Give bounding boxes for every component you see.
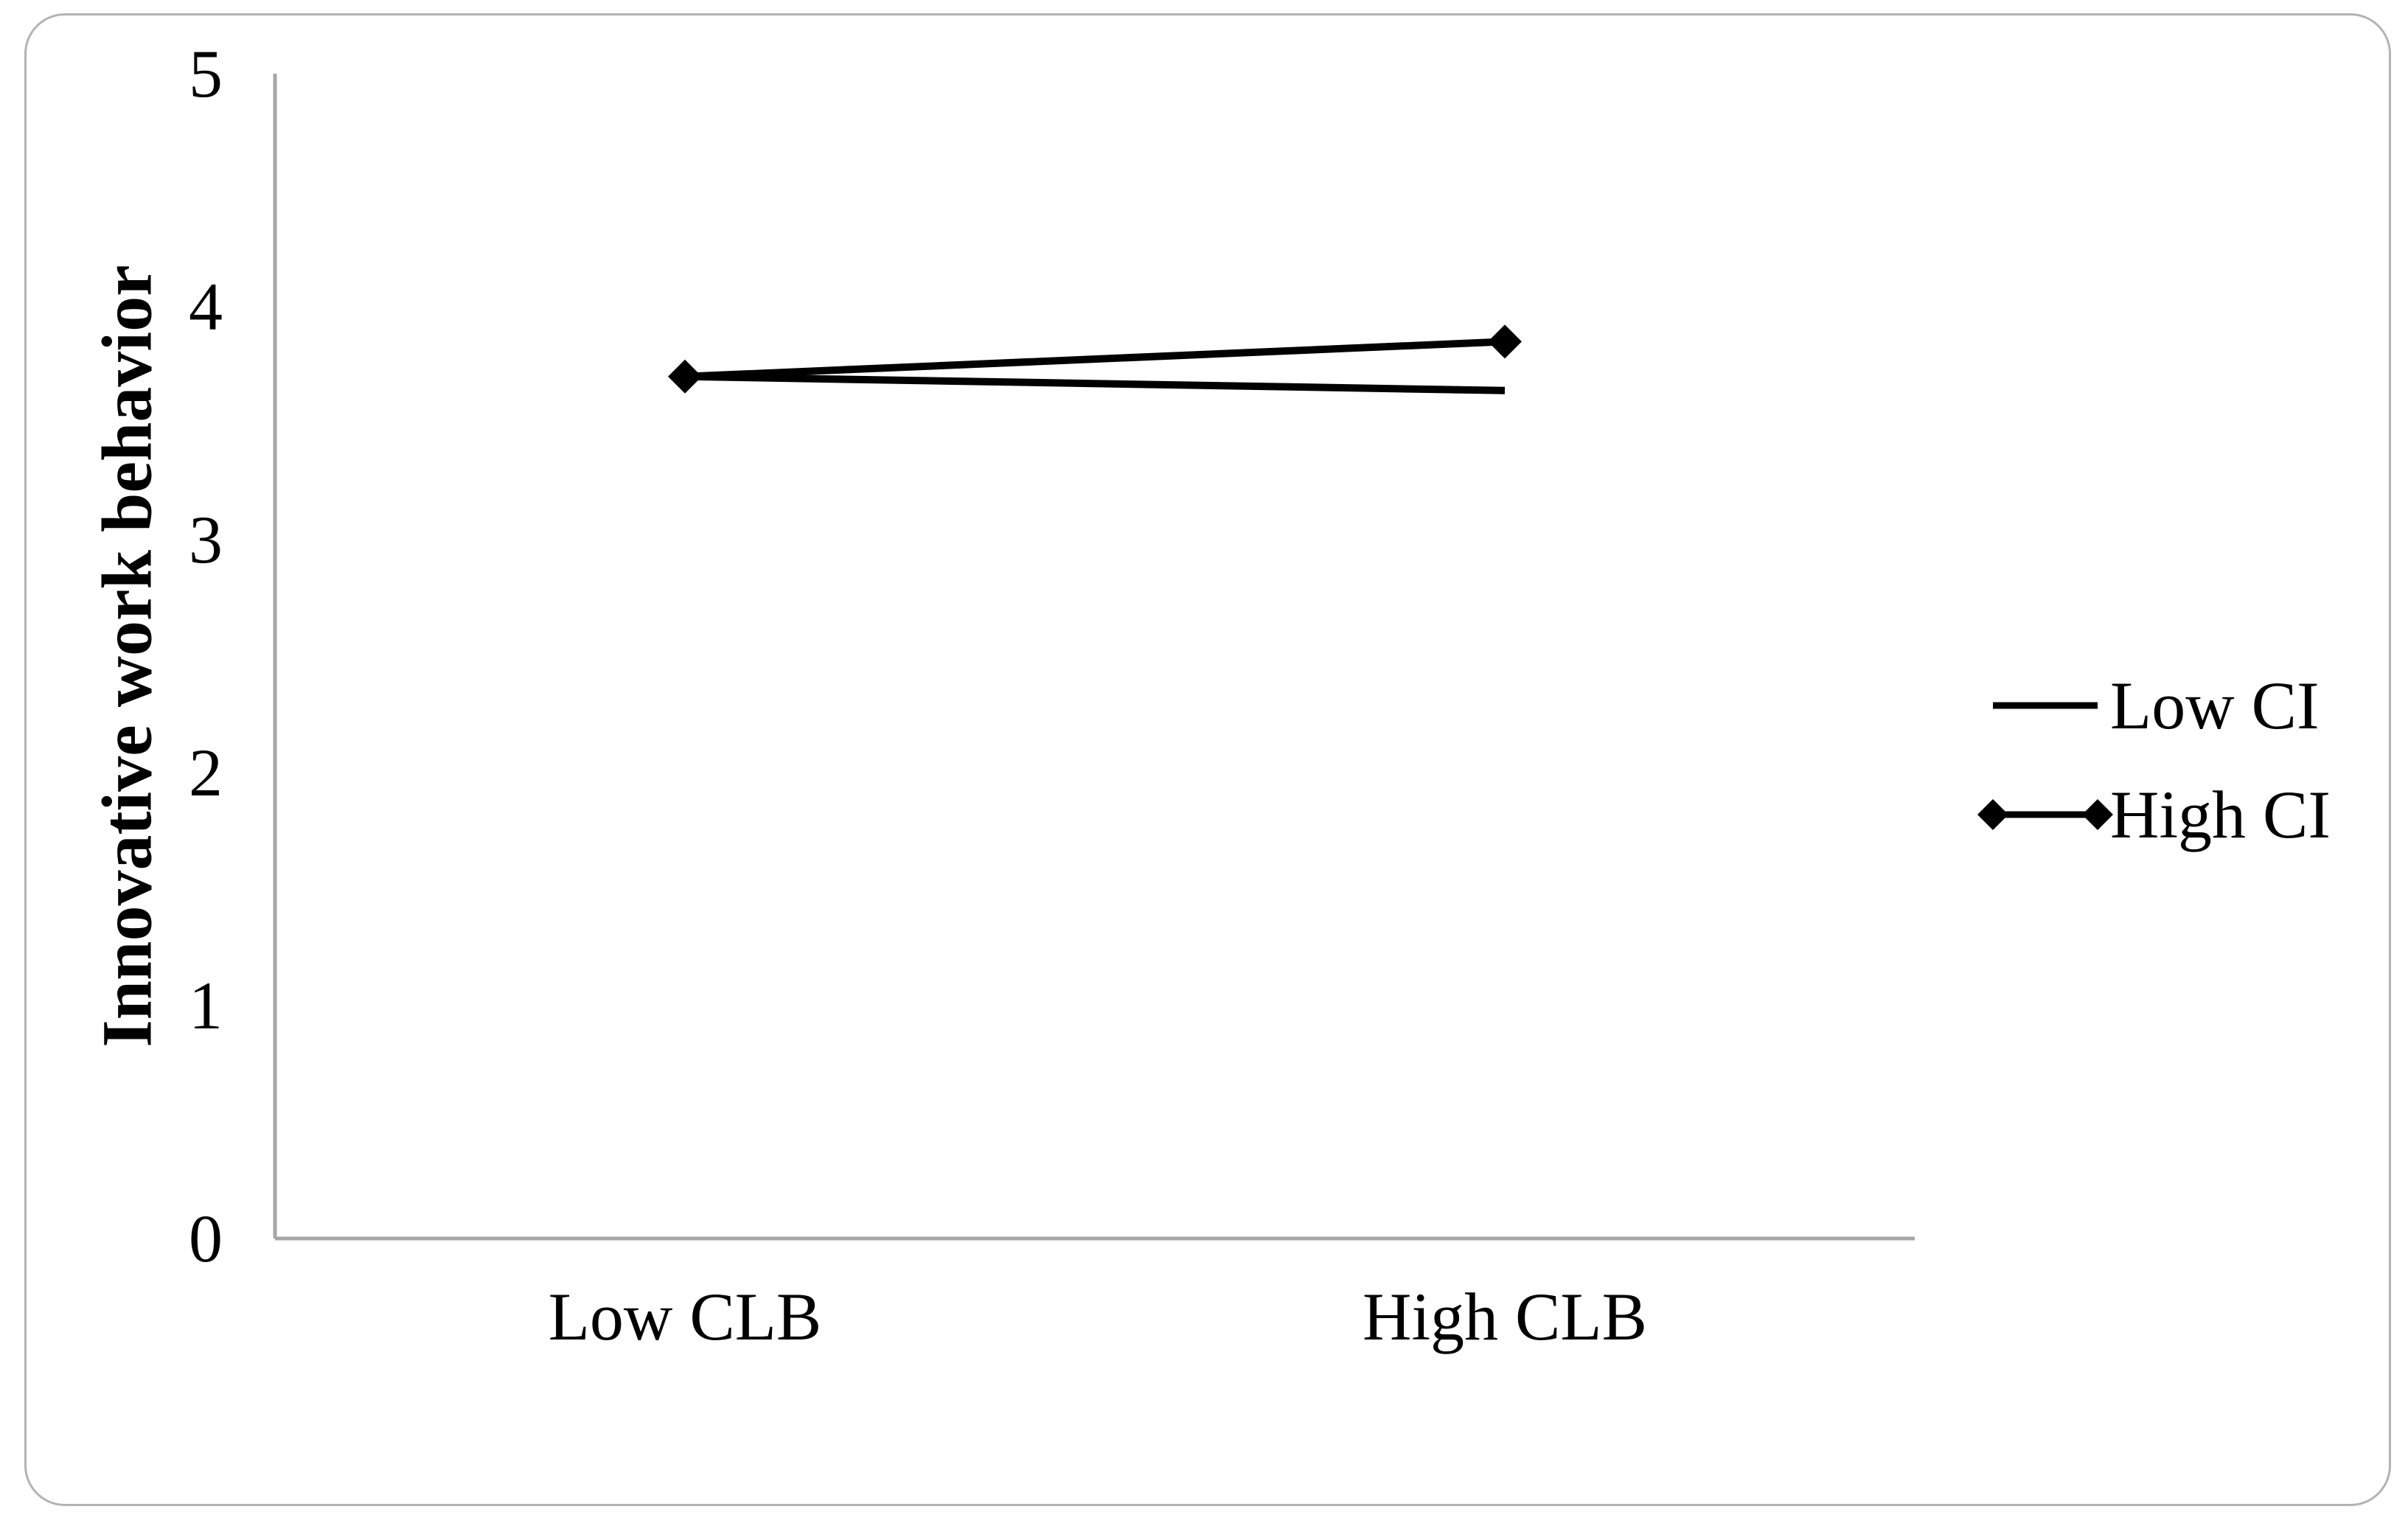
series-line-0 [684, 372, 1506, 394]
legend-diamond-icon [2082, 799, 2113, 830]
y-tick-label: 5 [189, 36, 223, 111]
legend-diamond-icon [1977, 799, 2008, 830]
x-category-label: High CLB [1363, 1279, 1647, 1354]
y-tick-label: 2 [189, 735, 223, 810]
diamond-marker-icon [668, 359, 702, 394]
y-tick-label: 4 [189, 269, 223, 344]
y-tick-label: 0 [189, 1201, 223, 1276]
x-category-label: Low CLB [548, 1279, 822, 1354]
legend-entry-label: Low CI [2110, 668, 2320, 743]
legend-entry-label: High CI [2110, 777, 2331, 852]
y-axis-title: Innovative work behavior [87, 265, 167, 1048]
y-tick-label: 1 [189, 968, 223, 1043]
diamond-marker-icon [1488, 324, 1522, 359]
figure-frame [24, 13, 2391, 1506]
series-line-1 [684, 338, 1506, 380]
y-tick-label: 3 [189, 502, 223, 577]
